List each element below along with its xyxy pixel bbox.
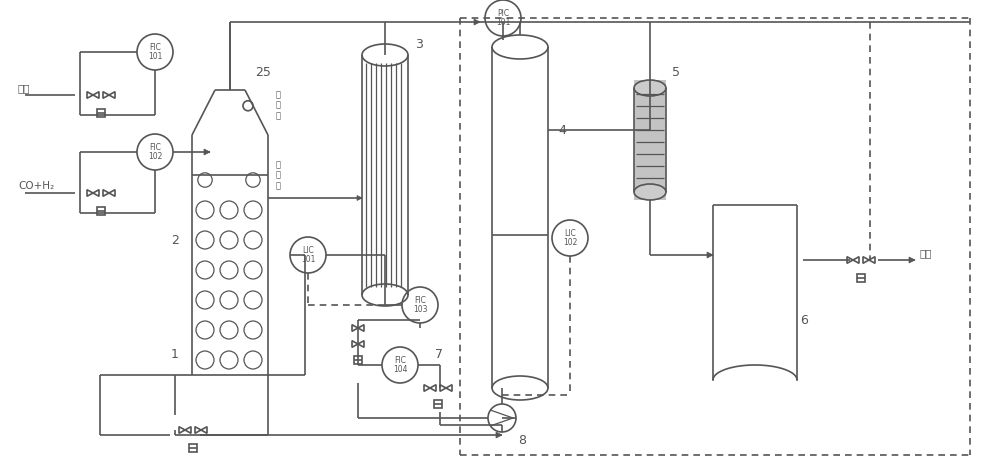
Bar <box>354 356 362 364</box>
Ellipse shape <box>634 80 666 96</box>
Text: 7: 7 <box>435 349 443 362</box>
Text: 8: 8 <box>518 433 526 447</box>
Text: 反
应
室: 反 应 室 <box>276 160 280 190</box>
Text: FIC
101: FIC 101 <box>148 43 162 61</box>
Text: 6: 6 <box>800 314 808 326</box>
Text: 5: 5 <box>672 65 680 79</box>
Text: 放空: 放空 <box>920 248 932 258</box>
Text: LIC
102: LIC 102 <box>563 228 577 247</box>
Text: FIC
102: FIC 102 <box>148 143 162 162</box>
Text: PIC
101: PIC 101 <box>496 8 510 27</box>
Bar <box>97 207 105 215</box>
Polygon shape <box>909 257 915 263</box>
Polygon shape <box>707 252 713 258</box>
Bar <box>189 444 197 452</box>
Polygon shape <box>204 149 210 155</box>
Polygon shape <box>357 195 362 201</box>
Bar <box>857 274 865 282</box>
Text: LIC
101: LIC 101 <box>301 246 315 264</box>
Polygon shape <box>496 432 502 438</box>
Text: FIC
104: FIC 104 <box>393 356 407 374</box>
Text: 4: 4 <box>558 123 566 137</box>
Text: 25: 25 <box>255 65 271 79</box>
Bar <box>634 80 666 200</box>
Ellipse shape <box>634 184 666 200</box>
Text: FIC
103: FIC 103 <box>413 296 427 314</box>
Text: 1: 1 <box>171 349 179 362</box>
Bar <box>97 109 105 117</box>
Text: CO+H₂: CO+H₂ <box>18 181 54 191</box>
Text: 乙烯: 乙烯 <box>18 83 30 93</box>
Polygon shape <box>474 19 480 25</box>
Text: 3: 3 <box>415 39 423 51</box>
Text: 进
料
口: 进 料 口 <box>276 90 280 120</box>
Text: 2: 2 <box>171 234 179 246</box>
Bar <box>434 400 442 408</box>
